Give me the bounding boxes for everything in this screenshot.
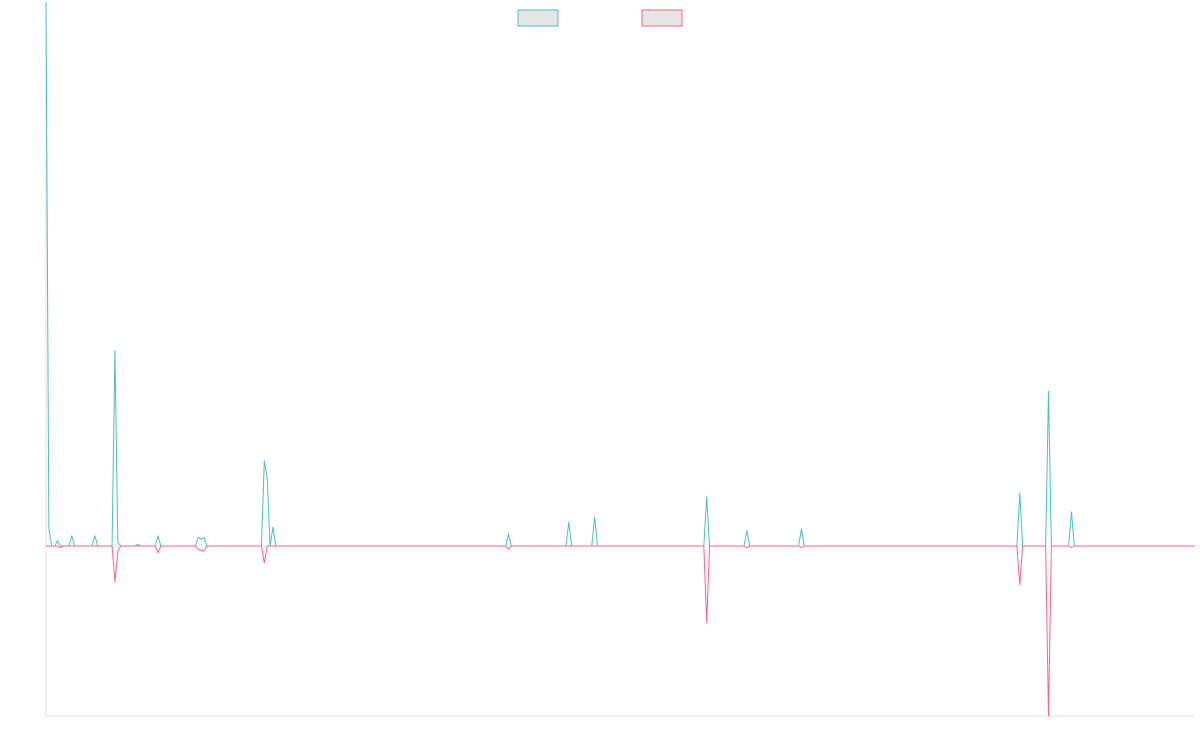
series-layer (45, 1, 1195, 717)
chart-legend (517, 9, 683, 27)
series-1-area (46, 2, 1195, 546)
legend-item-1[interactable] (517, 9, 559, 27)
legend-swatch-1 (517, 9, 559, 27)
chart-axes (45, 36, 1195, 717)
series-2-area (46, 546, 1195, 716)
series-1-line (45, 1, 1195, 547)
legend-swatch-2 (641, 9, 683, 27)
series-2-line (46, 545, 1195, 717)
legend-item-2[interactable] (641, 9, 683, 27)
